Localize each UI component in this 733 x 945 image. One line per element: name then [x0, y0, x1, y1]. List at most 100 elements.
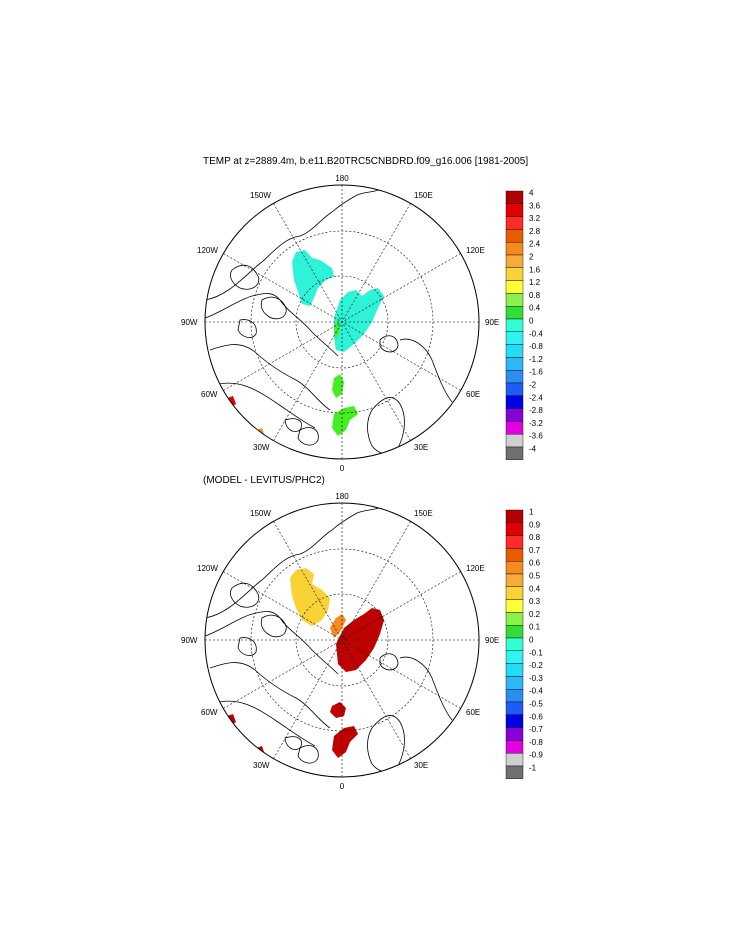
green-field-lomonosov — [334, 320, 340, 340]
colorbar-swatch — [505, 586, 524, 600]
colorbar-tick-label: 2.4 — [529, 240, 541, 249]
colorbar-swatch — [505, 573, 524, 588]
colorbar-swatch — [505, 395, 524, 409]
colorbar-tick-label: -1.2 — [529, 355, 543, 364]
colorbar-swatch — [505, 344, 524, 358]
colorbar-swatch — [505, 663, 524, 677]
bottom-polar-map — [204, 502, 480, 778]
colorbar-swatch — [505, 190, 524, 205]
colorbar-tick-label: 0 — [529, 316, 534, 325]
colorbar-swatch — [505, 765, 524, 780]
colorbar-tick-label: 0.7 — [529, 546, 541, 555]
colorbar-tick-label: 0.4 — [529, 584, 541, 593]
colorbar-tick-label: -1.6 — [529, 368, 543, 377]
colorbar-tick-label: 0.4 — [529, 304, 541, 313]
colorbar-tick-label: -3.2 — [529, 419, 543, 428]
graticule — [205, 185, 479, 459]
colorbar-tick-label: 0.2 — [529, 610, 541, 619]
colorbar-tick-label: -2.4 — [529, 393, 543, 402]
colorbar-swatch — [505, 254, 524, 269]
colorbar-tick-label: -4 — [529, 444, 537, 453]
lon-label-60w: 60W — [201, 390, 218, 399]
map-boundary — [204, 502, 480, 778]
colorbar-swatch — [505, 293, 524, 307]
colorbar-tick-label: -0.9 — [529, 751, 543, 760]
map-title: TEMP at z=2889.4m, b.e11.B20TRC5CNBDRD.f… — [203, 156, 529, 167]
green-field-norwegian-sea — [332, 406, 358, 436]
colorbar-tick-label: -0.3 — [529, 674, 543, 683]
lon-label-120w: 120W — [197, 564, 218, 573]
lon-label-120w: 120W — [197, 246, 218, 255]
colorbar-tick-label: -0.1 — [529, 648, 543, 657]
colorbar-tick-label: -3.6 — [529, 432, 543, 441]
cyan-field-canada-basin — [292, 250, 334, 306]
colorbar-swatch — [505, 434, 524, 448]
colorbar-tick-label: 0.8 — [529, 291, 541, 300]
colorbar-swatch — [505, 267, 524, 281]
lon-label-0: 0 — [340, 782, 345, 791]
lon-label-30e: 30E — [414, 443, 428, 452]
colorbar-tick-label: -0.5 — [529, 699, 543, 708]
colorbar-swatch — [505, 370, 524, 384]
colorbar-swatch — [505, 331, 524, 345]
colorbar-swatch — [505, 382, 524, 397]
colorbar-swatch — [505, 203, 524, 217]
colorbar-tick-label: 4 — [529, 188, 534, 197]
yellow-field-canada-basin — [290, 568, 330, 626]
colorbar-swatch — [505, 421, 524, 435]
colorbar-swatch — [505, 625, 524, 639]
colorbar-swatch — [505, 229, 524, 243]
colorbar-swatch — [505, 280, 524, 294]
colorbar-bottom: 1 0.9 0.8 0.7 0.6 0.5 0.4 0.3 0.2 0.1 0 -0.1 -0.2 -0.… — [505, 507, 543, 780]
colorbar-swatch — [505, 727, 524, 741]
colorbar-top: 4 3.6 3.2 2.8 2.4 2 1.6 1.2 0.8 0.4 0 -0.4 -0.8 -1.2 -… — [505, 188, 543, 461]
colorbar-tick-label: -0.2 — [529, 661, 543, 670]
colorbar-tick-label: 3.6 — [529, 201, 541, 210]
colorbar-tick-label: 2.8 — [529, 227, 541, 236]
colorbar-tick-label: -2.8 — [529, 406, 543, 415]
lon-label-90w: 90W — [181, 636, 198, 645]
lon-label-120e: 120E — [466, 564, 485, 573]
colorbar-tick-label: 1 — [529, 507, 534, 516]
cyan-field-eurasian-basin — [334, 288, 384, 352]
colorbar-swatch — [505, 740, 524, 754]
colorbar-swatch — [505, 676, 524, 690]
lon-label-150w: 150W — [250, 191, 271, 200]
colorbar-tick-label: 0.3 — [529, 597, 541, 606]
lon-label-90e: 90E — [485, 636, 499, 645]
colorbar-swatch — [505, 306, 524, 320]
difference-title: (MODEL - LEVITUS/PHC2) — [203, 475, 325, 486]
darkred-field-fram-strait — [330, 702, 346, 718]
darkred-field-eurasian-basin — [336, 608, 384, 672]
lon-label-180: 180 — [335, 492, 349, 501]
colorbar-swatch — [505, 599, 524, 613]
lon-label-90e: 90E — [485, 318, 499, 327]
lon-label-30w: 30W — [253, 443, 270, 452]
lon-label-60e: 60E — [466, 390, 480, 399]
colorbar-tick-label: -1 — [529, 763, 537, 772]
colorbar-swatch — [505, 753, 524, 767]
colorbar-swatch — [505, 548, 524, 562]
colorbar-swatch — [505, 561, 524, 575]
lon-label-30e: 30E — [414, 761, 428, 770]
colorbar-swatch — [505, 535, 524, 549]
colorbar-tick-label: 0.6 — [529, 559, 541, 568]
lon-label-150w: 150W — [250, 509, 271, 518]
colorbar-tick-label: 2 — [529, 252, 534, 261]
lon-label-90w: 90W — [181, 318, 198, 327]
colorbar-swatch — [505, 216, 524, 230]
graticule — [205, 503, 479, 777]
colorbar-tick-label: -0.4 — [529, 687, 543, 696]
colorbar-tick-label: -0.8 — [529, 342, 543, 351]
colorbar-tick-label: 1.6 — [529, 265, 541, 274]
colorbar-tick-label: -2 — [529, 380, 537, 389]
colorbar-tick-label: 0 — [529, 635, 534, 644]
lon-label-0: 0 — [340, 464, 345, 473]
colorbar-tick-label: 3.2 — [529, 214, 541, 223]
colorbar-swatch — [505, 241, 524, 256]
lon-label-60w: 60W — [201, 708, 218, 717]
colorbar-tick-label: -0.6 — [529, 712, 543, 721]
colorbar-tick-label: 0.5 — [529, 571, 541, 580]
lon-label-150e: 150E — [414, 191, 433, 200]
